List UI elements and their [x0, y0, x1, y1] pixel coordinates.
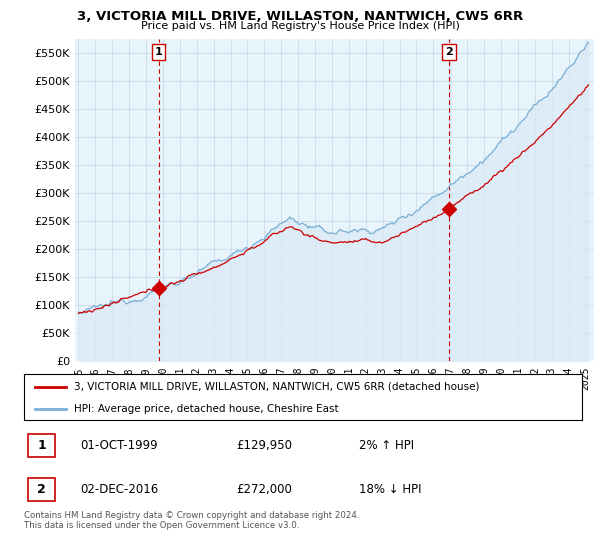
Bar	[28, 434, 55, 458]
Text: 3, VICTORIA MILL DRIVE, WILLASTON, NANTWICH, CW5 6RR: 3, VICTORIA MILL DRIVE, WILLASTON, NANTW…	[77, 10, 523, 23]
Text: 18% ↓ HPI: 18% ↓ HPI	[359, 483, 421, 496]
Text: 1: 1	[155, 47, 163, 57]
Text: 2% ↑ HPI: 2% ↑ HPI	[359, 439, 414, 452]
Text: HPI: Average price, detached house, Cheshire East: HPI: Average price, detached house, Ches…	[74, 404, 339, 413]
Text: 2: 2	[445, 47, 453, 57]
Text: 2: 2	[37, 483, 46, 496]
Text: 01-OCT-1999: 01-OCT-1999	[80, 439, 157, 452]
Bar	[28, 478, 55, 501]
Text: Price paid vs. HM Land Registry's House Price Index (HPI): Price paid vs. HM Land Registry's House …	[140, 21, 460, 31]
Text: £272,000: £272,000	[236, 483, 292, 496]
Text: 1: 1	[37, 439, 46, 452]
Text: 3, VICTORIA MILL DRIVE, WILLASTON, NANTWICH, CW5 6RR (detached house): 3, VICTORIA MILL DRIVE, WILLASTON, NANTW…	[74, 382, 480, 392]
Text: £129,950: £129,950	[236, 439, 292, 452]
Text: 02-DEC-2016: 02-DEC-2016	[80, 483, 158, 496]
Text: Contains HM Land Registry data © Crown copyright and database right 2024.
This d: Contains HM Land Registry data © Crown c…	[24, 511, 359, 530]
